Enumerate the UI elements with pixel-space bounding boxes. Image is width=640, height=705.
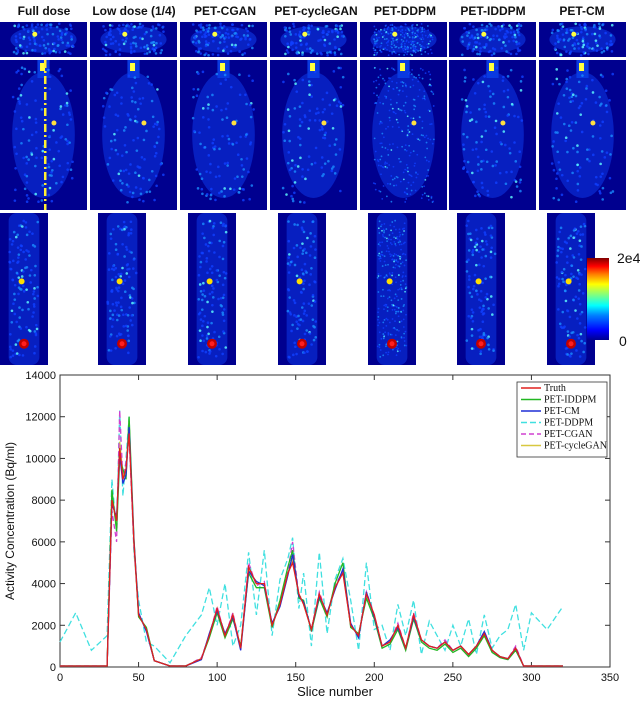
column-header-pet-cyclegan: PET-cycleGAN [274, 4, 358, 18]
column-header-pet-ddpm: PET-DDPM [373, 4, 436, 18]
y-tick-label: 10000 [25, 453, 56, 465]
x-axis-label: Slice number [297, 684, 374, 699]
legend-entry: PET-CGAN [544, 429, 593, 440]
colorbar-max-label: 2e4 [617, 250, 640, 266]
y-tick-label: 14000 [25, 370, 56, 382]
pet-coronal-panel-pet-ddpm [360, 60, 447, 210]
column-header-low-dose: Low dose (1/4) [92, 4, 176, 18]
y-tick-label: 0 [50, 662, 56, 674]
pet-axial-panel-pet-cyclegan [270, 22, 357, 57]
pet-axial-panel-pet-ddpm [360, 22, 447, 57]
pet-sagittal-panel-low-dose [98, 213, 146, 365]
x-tick-label: 200 [365, 672, 383, 684]
y-tick-label: 12000 [25, 412, 56, 424]
legend-entry: PET-DDPM [544, 418, 593, 429]
series-line-truth [60, 433, 563, 667]
pet-axial-panel-pet-cm [539, 22, 626, 57]
pet-coronal-panel-pet-cgan [180, 60, 267, 210]
x-tick-label: 150 [287, 672, 305, 684]
pet-sagittal-panel-pet-iddpm [457, 213, 505, 365]
x-tick-label: 300 [522, 672, 540, 684]
x-tick-label: 350 [601, 672, 619, 684]
legend-box [516, 381, 608, 458]
legend: TruthPET-IDDPMPET-CMPET-DDPMPET-CGANPET-… [516, 381, 608, 458]
y-tick-label: 2000 [32, 620, 56, 632]
column-header-pet-iddpm: PET-IDDPM [460, 4, 526, 18]
pet-axial-panel-full-dose [0, 22, 87, 57]
pet-coronal-panel-pet-cyclegan [270, 60, 357, 210]
pet-sagittal-panel-full-dose [0, 213, 48, 365]
pet-sagittal-panel-pet-ddpm [368, 213, 416, 365]
pet-coronal-panel-full-dose [0, 60, 87, 210]
colorbar [587, 258, 609, 340]
x-tick-label: 50 [132, 672, 144, 684]
pet-coronal-panel-low-dose [90, 60, 177, 210]
y-tick-label: 8000 [32, 495, 56, 507]
column-header-pet-cm: PET-CM [559, 4, 605, 18]
legend-entry: Truth [544, 383, 566, 394]
column-header-pet-cgan: PET-CGAN [193, 4, 256, 18]
legend-entry: PET-cycleGAN [544, 441, 607, 452]
x-tick-label: 0 [57, 672, 63, 684]
legend-entry: PET-CM [544, 406, 580, 417]
pet-coronal-panel-pet-iddpm [449, 60, 536, 210]
colorbar-min-label: 0 [619, 333, 627, 349]
pet-sagittal-panel-pet-cyclegan [278, 213, 326, 365]
x-tick-label: 250 [444, 672, 462, 684]
pet-axial-panel-pet-iddpm [449, 22, 536, 57]
y-tick-label: 6000 [32, 537, 56, 549]
activity-line-chart: 0 50 100 150 200 250 300 350 0 2000 4000 6000 8000 10… [0, 360, 640, 700]
series-lines [59, 410, 564, 667]
pet-axial-panel-low-dose [90, 22, 177, 57]
x-tick-label: 100 [208, 672, 226, 684]
pet-coronal-panel-pet-cm [539, 60, 626, 210]
axis-ticks: 0 50 100 150 200 250 300 350 0 2000 4000 6000 8000 10… [25, 370, 619, 684]
pet-axial-panel-pet-cgan [180, 22, 267, 57]
y-axis-label: Activity Concentration (Bq/ml) [3, 442, 17, 600]
y-tick-label: 4000 [32, 579, 56, 591]
column-header-full-dose: Full dose [17, 4, 71, 18]
pet-sagittal-panel-pet-cgan [188, 213, 236, 365]
chart-svg: 0 50 100 150 200 250 300 350 0 2000 4000 6000 8000 10… [3, 370, 619, 699]
legend-entry: PET-IDDPM [544, 395, 597, 406]
